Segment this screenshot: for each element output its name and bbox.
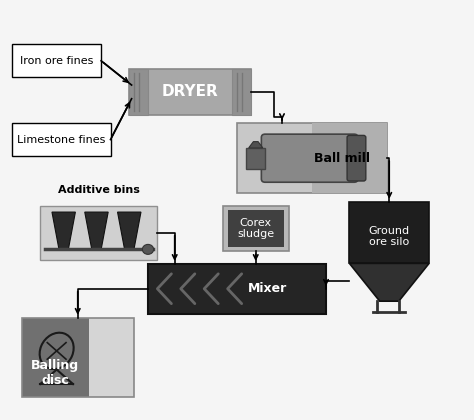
FancyBboxPatch shape: [237, 123, 387, 194]
Text: Ground
ore silo: Ground ore silo: [369, 226, 410, 247]
FancyBboxPatch shape: [12, 44, 101, 77]
Polygon shape: [349, 263, 429, 301]
Text: Balling
disc: Balling disc: [31, 359, 79, 387]
FancyBboxPatch shape: [40, 206, 157, 260]
FancyBboxPatch shape: [232, 69, 251, 115]
Text: Additive bins: Additive bins: [58, 186, 140, 195]
FancyBboxPatch shape: [228, 210, 284, 247]
Polygon shape: [249, 142, 263, 148]
Polygon shape: [52, 212, 75, 249]
Polygon shape: [85, 212, 108, 249]
FancyBboxPatch shape: [223, 206, 289, 252]
Circle shape: [142, 244, 154, 255]
FancyBboxPatch shape: [89, 318, 134, 396]
Text: DRYER: DRYER: [162, 84, 219, 100]
Text: Mixer: Mixer: [247, 282, 287, 295]
Text: Iron ore fines: Iron ore fines: [20, 56, 93, 66]
FancyBboxPatch shape: [129, 69, 251, 115]
FancyBboxPatch shape: [312, 123, 387, 194]
FancyBboxPatch shape: [148, 264, 326, 314]
Text: Limestone fines: Limestone fines: [17, 134, 106, 144]
FancyBboxPatch shape: [129, 69, 148, 115]
Polygon shape: [118, 212, 141, 249]
Text: Corex
sludge: Corex sludge: [237, 218, 274, 239]
Text: Ball mill: Ball mill: [314, 152, 370, 165]
FancyBboxPatch shape: [246, 148, 265, 168]
FancyBboxPatch shape: [349, 202, 429, 263]
FancyBboxPatch shape: [12, 123, 110, 156]
FancyBboxPatch shape: [261, 134, 358, 182]
FancyBboxPatch shape: [21, 318, 89, 396]
FancyBboxPatch shape: [347, 135, 366, 181]
